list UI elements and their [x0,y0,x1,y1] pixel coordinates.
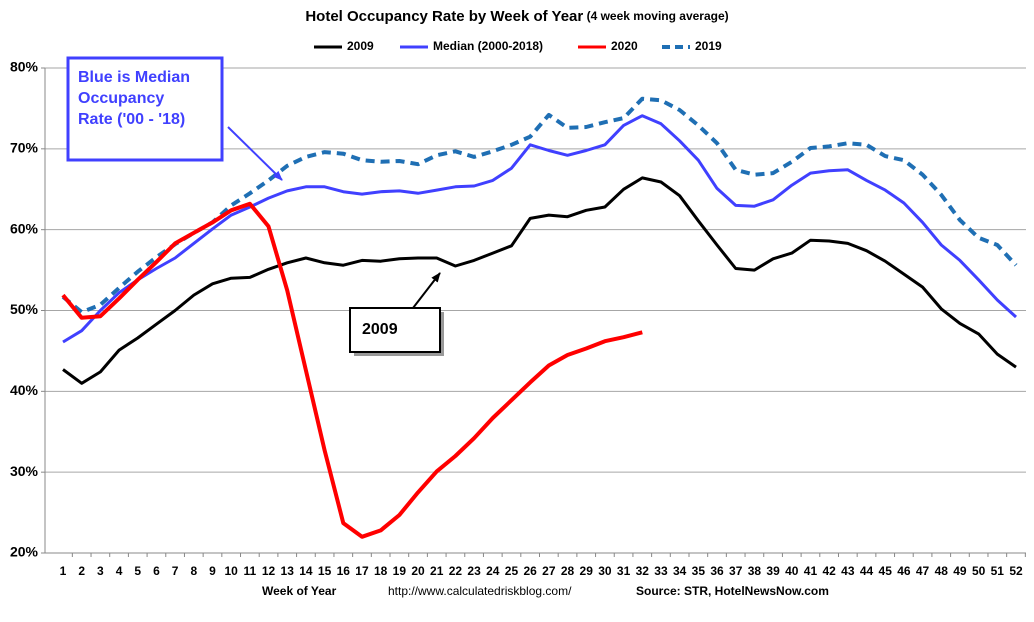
y-tick-label: 20% [10,544,39,560]
x-tick-label: 50 [972,564,986,578]
annotation-arrow [412,272,441,309]
x-tick-label: 24 [486,564,500,578]
x-tick-label: 14 [299,564,313,578]
x-tick-label: 22 [449,564,463,578]
x-tick-label: 32 [636,564,650,578]
x-tick-label: 19 [393,564,407,578]
x-tick-label: 6 [153,564,160,578]
x-tick-label: 1 [60,564,67,578]
x-tick-label: 3 [97,564,104,578]
annotation-line: Rate ('00 - '18) [78,111,185,128]
legend-label: Median (2000-2018) [433,39,543,53]
x-tick-label: 49 [953,564,967,578]
annotation-arrow [227,126,283,181]
y-tick-label: 30% [10,463,39,479]
x-tick-label: 44 [860,564,874,578]
x-tick-label: 12 [262,564,276,578]
chart-title: Hotel Occupancy Rate by Week of Year [305,8,583,25]
chart-title-group: Hotel Occupancy Rate by Week of Year (4 … [305,8,728,25]
x-tick-label: 26 [523,564,537,578]
x-tick-label: 7 [172,564,179,578]
x-tick-label: 8 [190,564,197,578]
x-tick-label: 13 [281,564,295,578]
x-tick-label: 35 [692,564,706,578]
x-tick-label: 33 [654,564,668,578]
annotation-box [66,56,224,162]
series-line [62,176,1017,385]
x-tick-label: 18 [374,564,388,578]
x-tick-label: 45 [879,564,893,578]
x-tick-label: 41 [804,564,818,578]
x-tick-label: 52 [1009,564,1023,578]
legend-label: 2019 [695,39,722,53]
x-tick-label: 30 [598,564,612,578]
x-tick-label: 42 [822,564,836,578]
annotation-text: 2009 [362,321,398,338]
x-tick-label: 25 [505,564,519,578]
annotation-line: Occupancy [78,90,164,107]
annotation-text: Blue is Median Occupancy Rate ('00 - '18) [78,69,190,128]
x-tick-label: 40 [785,564,799,578]
y-tick-label: 40% [10,382,39,398]
annotation-box [349,307,441,353]
series-line [61,201,643,539]
x-tick-label: 29 [580,564,594,578]
x-tick-label: 2 [78,564,85,578]
y-tick-label: 80% [10,59,39,75]
x-tick-label: 36 [710,564,724,578]
x-tick-label: 39 [766,564,780,578]
x-tick-label: 28 [561,564,575,578]
x-tick-label: 17 [355,564,369,578]
x-tick-label: 15 [318,564,332,578]
legend-label: 2020 [611,39,638,53]
x-tick-label: 46 [897,564,911,578]
url: http://www.calculatedriskblog.com/ [388,584,572,598]
x-tick-label: 5 [134,564,141,578]
x-tick-label: 27 [542,564,556,578]
y-tick-label: 70% [10,140,39,156]
x-tick-label: 31 [617,564,631,578]
x-tick-label: 23 [467,564,481,578]
series-line [61,96,1018,315]
x-axis-label: Week of Year [262,584,337,598]
x-tick-label: 11 [244,564,257,578]
x-tick-label: 51 [991,564,1005,578]
annotation-line: Blue is Median [78,69,190,86]
y-tick-label: 50% [10,301,39,317]
x-tick-label: 47 [916,564,930,578]
x-tick-label: 37 [729,564,743,578]
x-tick-label: 43 [841,564,855,578]
x-tick-label: 4 [116,564,123,578]
x-tick-label: 21 [430,564,444,578]
legend-label: 2009 [347,39,374,53]
x-tick-label: 16 [337,564,351,578]
x-tick-label: 9 [209,564,216,578]
series-line [62,114,1018,344]
source: Source: STR, HotelNewsNow.com [636,584,829,598]
y-tick-label: 60% [10,220,39,236]
x-tick-label: 10 [224,564,238,578]
x-tick-label: 20 [411,564,425,578]
x-tick-label: 48 [935,564,949,578]
x-tick-label: 34 [673,564,687,578]
x-tick-label: 38 [748,564,762,578]
chart-subtitle: (4 week moving average) [587,9,729,23]
